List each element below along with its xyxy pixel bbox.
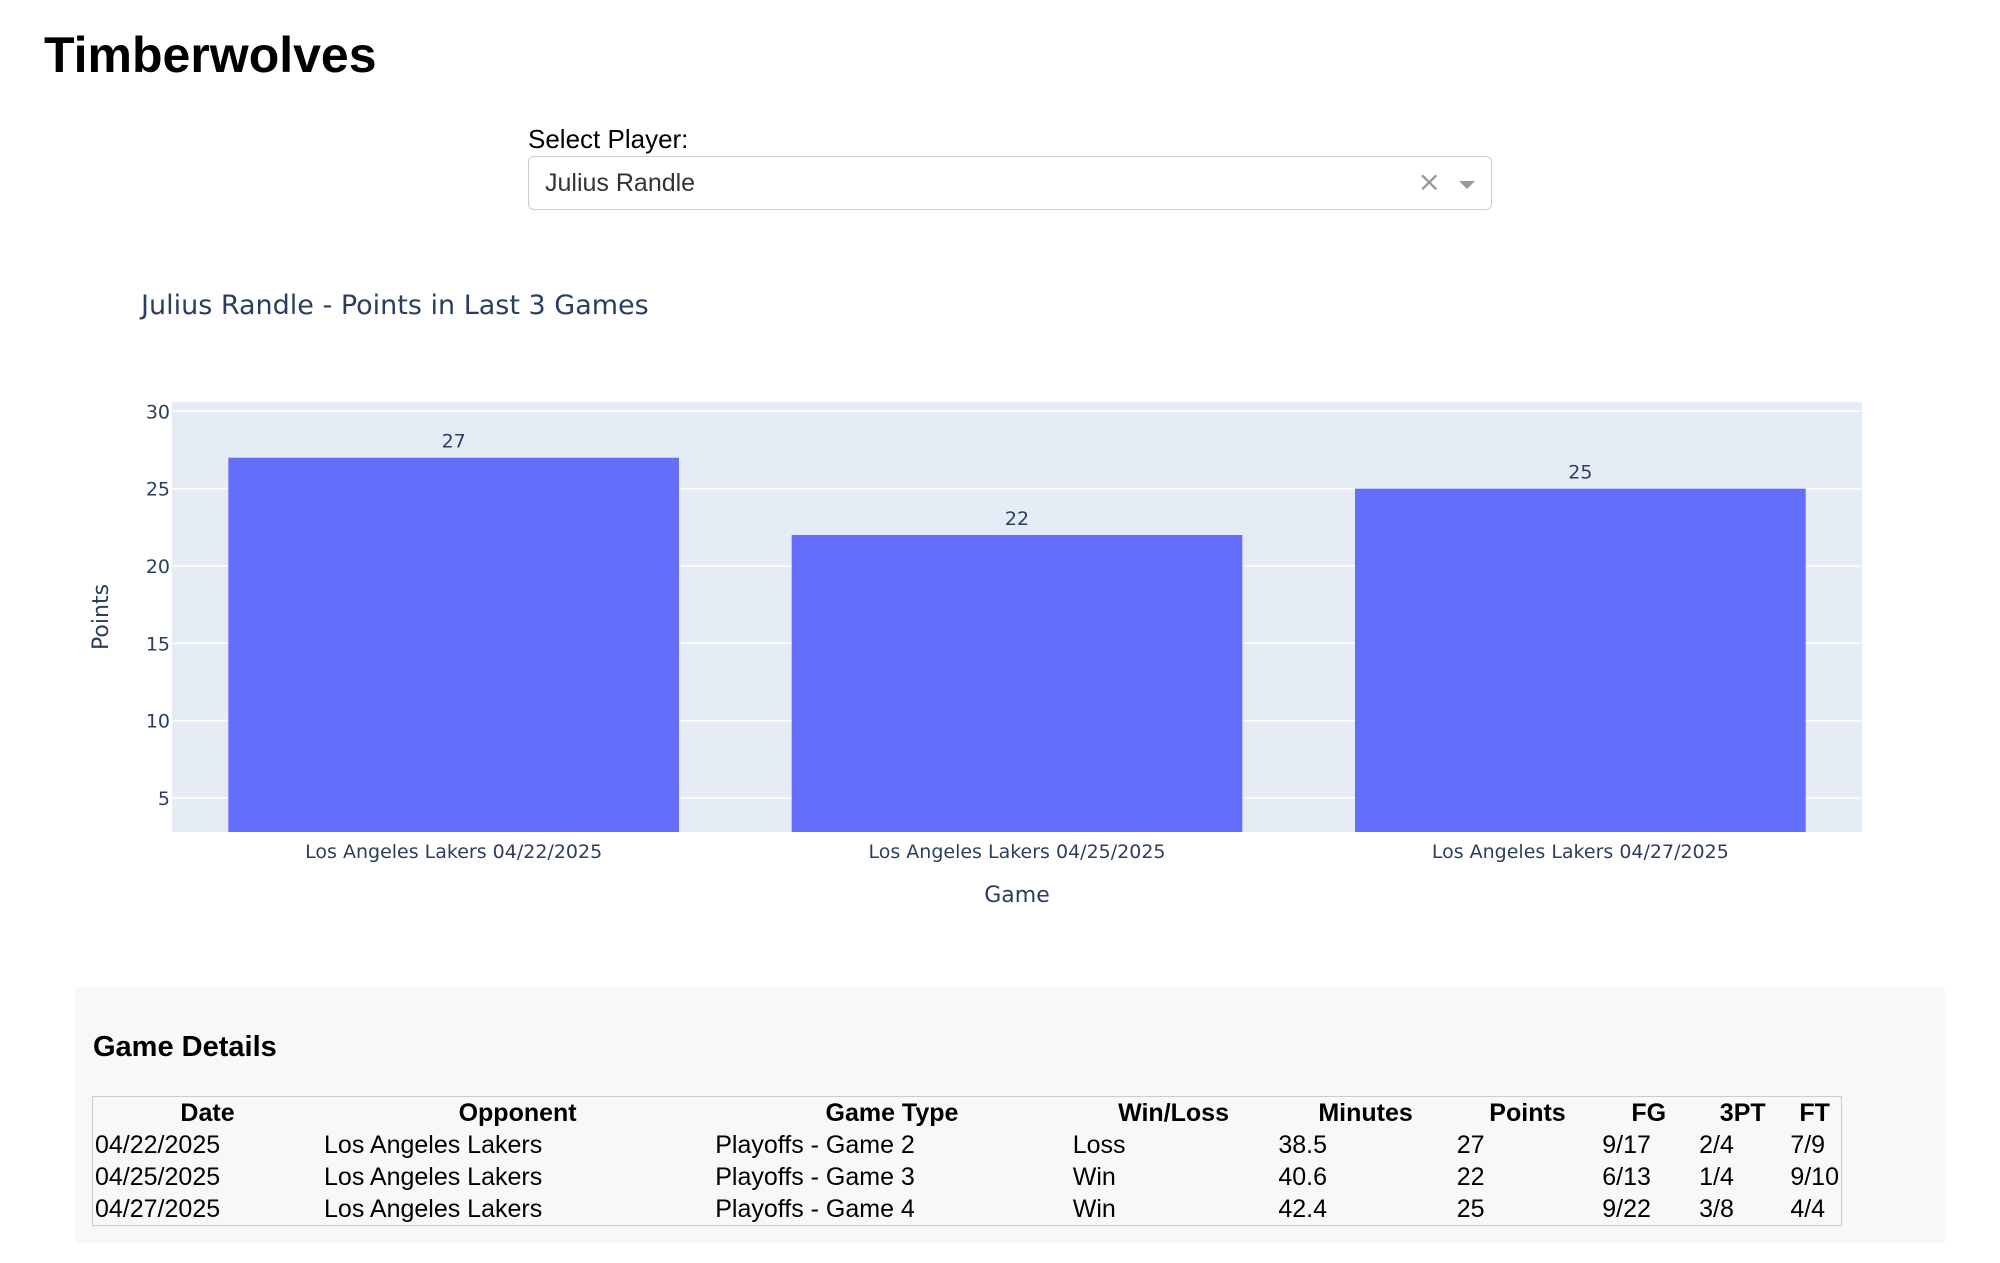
column-header-opponent: Opponent: [458, 1099, 577, 1127]
clear-icon[interactable]: ×: [1417, 165, 1441, 198]
cell-3pt: 3/8: [1699, 1195, 1734, 1223]
bars: [228, 457, 1806, 832]
data-labels: 27 22 25: [442, 431, 1593, 530]
cell-points: 27: [1456, 1131, 1485, 1159]
game-details-title: Game Details: [93, 1031, 277, 1063]
column-header-game-type: Game Type: [825, 1099, 959, 1127]
cell-date: 04/27/2025: [95, 1195, 221, 1223]
cell-ft: 9/10: [1790, 1163, 1839, 1191]
points-chart-svg: Julius Randle - Points in Last 3 Games 5…: [89, 290, 1862, 908]
y-tick-label: 10: [146, 711, 170, 733]
y-tick-label: 5: [158, 788, 170, 810]
x-tick-label: Los Angeles Lakers 04/27/2025: [1432, 841, 1729, 863]
cell-fg: 9/22: [1602, 1195, 1651, 1223]
cell-opponent: Los Angeles Lakers: [324, 1163, 543, 1191]
cell-ft: 7/9: [1790, 1131, 1826, 1159]
cell-win-loss: Win: [1072, 1195, 1116, 1223]
y-tick-label: 30: [146, 401, 170, 423]
x-axis-title: Game: [984, 883, 1050, 908]
x-axis-ticks: Los Angeles Lakers 04/22/2025 Los Angeles…: [305, 841, 1729, 863]
cell-minutes: 40.6: [1278, 1163, 1328, 1191]
cell-win-loss: Loss: [1072, 1131, 1126, 1159]
cell-fg: 6/13: [1602, 1163, 1651, 1191]
player-select-value: Julius Randle: [545, 169, 696, 197]
cell-minutes: 38.5: [1278, 1131, 1328, 1159]
cell-opponent: Los Angeles Lakers: [324, 1131, 543, 1159]
cell-3pt: 1/4: [1699, 1163, 1734, 1191]
table-row: 04/25/2025 Los Angeles Lakers Playoffs -…: [93, 1161, 1842, 1193]
column-header-points: Points: [1489, 1099, 1566, 1127]
table-row: 04/22/2025 Los Angeles Lakers Playoffs -…: [93, 1129, 1842, 1161]
chevron-down-icon[interactable]: [1459, 181, 1475, 189]
bar: [228, 457, 680, 832]
cell-game-type: Playoffs - Game 4: [715, 1195, 915, 1223]
data-label: 22: [1005, 508, 1029, 530]
game-details-panel: Game Details Date Opponent Game Type Win…: [75, 987, 1945, 1243]
bar: [1355, 488, 1806, 832]
cell-fg: 9/17: [1602, 1131, 1651, 1159]
y-tick-label: 25: [146, 479, 170, 501]
x-tick-label: Los Angeles Lakers 04/22/2025: [305, 841, 602, 863]
table-row: 04/27/2025 Los Angeles Lakers Playoffs -…: [93, 1193, 1842, 1226]
y-axis-title: Points: [89, 584, 114, 650]
column-header-3pt: 3PT: [1719, 1099, 1766, 1127]
page-title: Timberwolves: [44, 27, 377, 83]
column-header-minutes: Minutes: [1318, 1099, 1413, 1127]
y-tick-label: 20: [146, 556, 170, 578]
bar: [791, 535, 1243, 832]
cell-win-loss: Win: [1072, 1163, 1116, 1191]
points-chart: Julius Randle - Points in Last 3 Games 5…: [0, 270, 2000, 920]
x-tick-label: Los Angeles Lakers 04/25/2025: [868, 841, 1165, 863]
column-header-win-loss: Win/Loss: [1118, 1099, 1229, 1127]
data-label: 27: [442, 431, 466, 453]
column-header-fg: FG: [1631, 1099, 1667, 1127]
y-axis-ticks: 5 10 15 20 25 30: [146, 401, 170, 810]
column-header-date: Date: [180, 1099, 235, 1127]
cell-game-type: Playoffs - Game 3: [715, 1163, 915, 1191]
chart-title: Julius Randle - Points in Last 3 Games: [139, 290, 649, 321]
select-player-label: Select Player:: [528, 124, 689, 154]
player-select-dropdown[interactable]: Julius Randle ×: [528, 156, 1492, 210]
game-details-table: Date Opponent Game Type Win/Loss Minutes…: [92, 1096, 1842, 1226]
cell-points: 25: [1456, 1195, 1485, 1223]
cell-game-type: Playoffs - Game 2: [715, 1131, 915, 1159]
y-tick-label: 15: [146, 633, 170, 655]
cell-date: 04/25/2025: [95, 1163, 221, 1191]
cell-opponent: Los Angeles Lakers: [324, 1195, 543, 1223]
column-header-ft: FT: [1799, 1099, 1830, 1127]
cell-ft: 4/4: [1790, 1195, 1826, 1223]
table-header-row: Date Opponent Game Type Win/Loss Minutes…: [93, 1097, 1842, 1130]
cell-3pt: 2/4: [1699, 1131, 1734, 1159]
cell-date: 04/22/2025: [95, 1131, 221, 1159]
cell-minutes: 42.4: [1278, 1195, 1328, 1223]
cell-points: 22: [1456, 1163, 1485, 1191]
data-label: 25: [1568, 462, 1592, 484]
